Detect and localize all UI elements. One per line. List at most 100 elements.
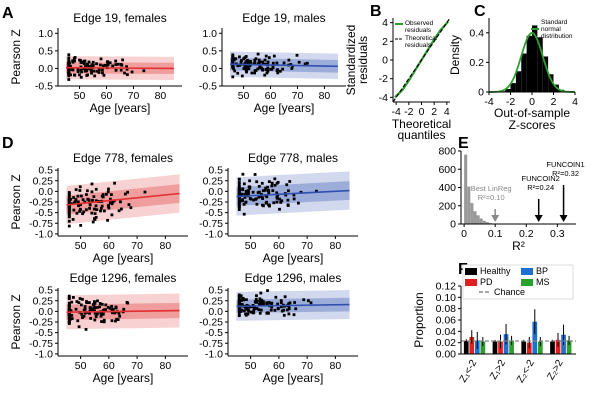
data-point bbox=[263, 58, 267, 62]
y-tick-label: 4 bbox=[382, 17, 388, 29]
data-point bbox=[255, 180, 259, 184]
data-point bbox=[77, 301, 81, 305]
data-point bbox=[297, 60, 301, 64]
histogram-bar bbox=[521, 53, 527, 92]
data-point bbox=[237, 298, 241, 302]
data-point bbox=[71, 296, 75, 299]
data-point bbox=[238, 55, 241, 59]
data-point bbox=[282, 313, 286, 317]
data-point bbox=[77, 204, 80, 208]
data-point bbox=[79, 203, 82, 207]
y-tick-label: 0.04 bbox=[436, 326, 457, 338]
data-point bbox=[307, 299, 310, 303]
data-point bbox=[246, 308, 250, 312]
data-point bbox=[237, 310, 241, 314]
data-point bbox=[122, 307, 126, 311]
histogram-bar bbox=[476, 215, 480, 224]
data-point bbox=[282, 61, 286, 65]
data-point bbox=[67, 74, 71, 78]
data-point bbox=[237, 302, 241, 306]
y-axis-label: residuals bbox=[356, 36, 370, 84]
data-point bbox=[70, 300, 74, 304]
data-point bbox=[237, 177, 241, 181]
data-point bbox=[231, 55, 235, 58]
legend-label: PD bbox=[480, 277, 493, 287]
data-point bbox=[101, 195, 105, 199]
data-point bbox=[283, 295, 287, 299]
data-point bbox=[93, 306, 97, 310]
data-point bbox=[71, 59, 74, 63]
data-point bbox=[117, 311, 121, 315]
x-tick-label: 80 bbox=[155, 90, 167, 102]
histogram-bar bbox=[485, 222, 489, 224]
data-point bbox=[278, 197, 281, 201]
data-point bbox=[237, 208, 241, 211]
y-tick-label: 0.2 bbox=[469, 57, 484, 69]
data-point bbox=[242, 202, 246, 206]
data-point bbox=[252, 307, 256, 310]
data-point bbox=[96, 299, 99, 303]
annotation-value: R²=0.32 bbox=[552, 169, 579, 178]
y-tick-label: 0.5 bbox=[202, 45, 217, 57]
data-point bbox=[94, 215, 98, 219]
data-point bbox=[252, 309, 256, 313]
data-point bbox=[236, 64, 240, 68]
data-point bbox=[97, 68, 101, 72]
data-point bbox=[76, 70, 80, 74]
data-point bbox=[267, 56, 271, 59]
legend-swatch bbox=[521, 268, 533, 275]
data-point bbox=[252, 62, 256, 66]
data-point bbox=[275, 61, 279, 65]
data-point bbox=[107, 204, 111, 208]
bar-ms bbox=[537, 341, 543, 354]
data-point bbox=[231, 56, 235, 60]
data-point bbox=[258, 297, 262, 301]
x-tick-label: -4 bbox=[391, 106, 400, 118]
data-point bbox=[142, 69, 146, 73]
chart-title: Edge 778, females bbox=[73, 151, 173, 165]
y-tick-label: 800 bbox=[438, 146, 456, 158]
data-point bbox=[239, 294, 243, 298]
data-point bbox=[114, 319, 117, 323]
data-point bbox=[257, 58, 261, 62]
y-tick-label: -1.0 bbox=[205, 348, 223, 360]
data-point bbox=[259, 291, 263, 295]
data-point bbox=[256, 67, 260, 71]
x-tick-label: 60 bbox=[265, 90, 277, 102]
data-point bbox=[253, 198, 257, 201]
data-point bbox=[252, 198, 255, 202]
data-point bbox=[100, 320, 103, 323]
data-point bbox=[67, 210, 71, 214]
data-point bbox=[111, 64, 115, 68]
data-point bbox=[292, 197, 296, 201]
legend-label: Standard bbox=[541, 19, 568, 26]
y-axis-label: Pearson Z bbox=[9, 174, 23, 229]
x-tick-label: 4 bbox=[572, 96, 578, 108]
data-point bbox=[288, 301, 292, 305]
data-point bbox=[67, 304, 71, 308]
data-point bbox=[71, 68, 75, 72]
data-point bbox=[247, 305, 251, 309]
bar-healthy bbox=[463, 340, 469, 354]
data-point bbox=[247, 192, 250, 196]
data-point bbox=[85, 301, 89, 305]
data-point bbox=[271, 189, 275, 193]
data-point bbox=[113, 311, 117, 315]
data-point bbox=[67, 191, 71, 195]
bar-ms bbox=[480, 341, 486, 354]
data-point bbox=[78, 185, 82, 189]
data-point bbox=[276, 302, 280, 306]
y-tick-label: -1.0 bbox=[35, 348, 53, 360]
data-point bbox=[258, 303, 262, 306]
data-point bbox=[287, 306, 291, 309]
data-point bbox=[67, 61, 71, 64]
fit-line-dashed bbox=[66, 67, 174, 69]
data-point bbox=[279, 200, 283, 204]
data-point bbox=[73, 56, 77, 59]
annotation-arrowhead bbox=[534, 215, 543, 222]
data-point bbox=[78, 73, 81, 77]
bar-ms bbox=[566, 340, 572, 354]
data-point bbox=[125, 73, 129, 77]
data-point bbox=[242, 212, 246, 216]
data-point bbox=[251, 190, 255, 194]
